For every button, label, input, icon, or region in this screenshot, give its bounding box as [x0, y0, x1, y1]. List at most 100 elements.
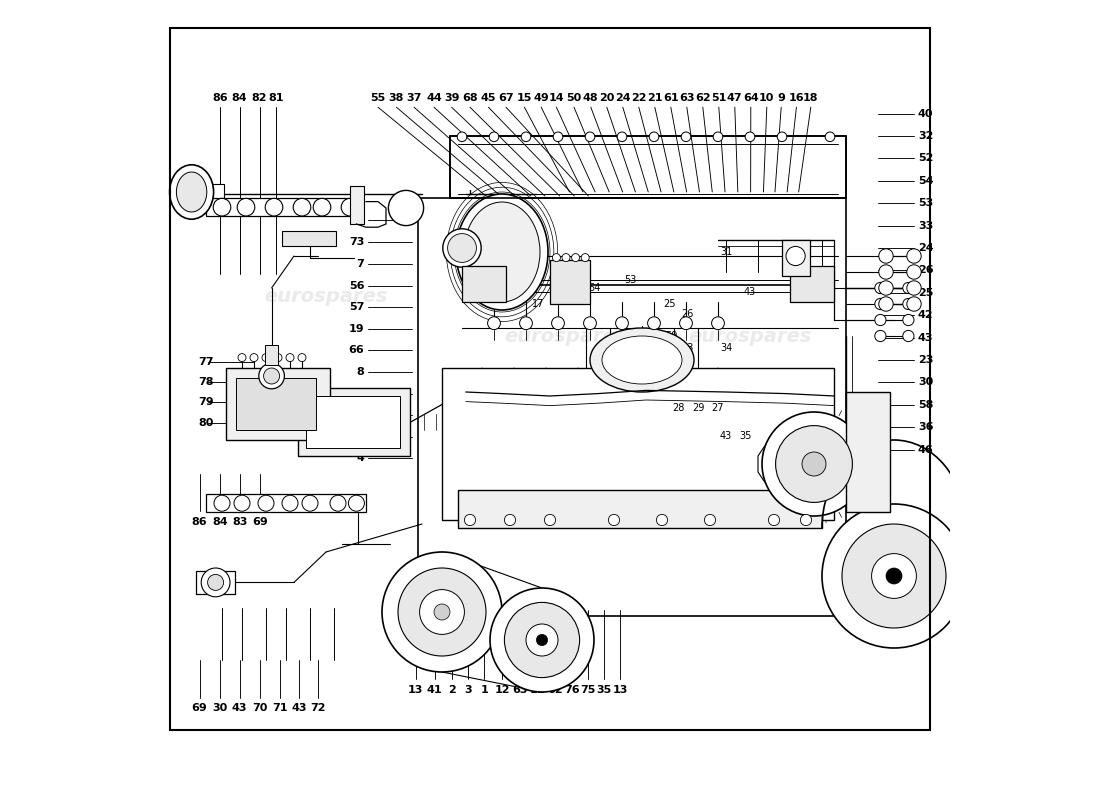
- Text: 63: 63: [512, 685, 527, 694]
- Circle shape: [608, 514, 619, 526]
- Text: 7: 7: [356, 259, 364, 269]
- Text: 44: 44: [426, 93, 442, 102]
- Text: 83: 83: [232, 517, 248, 526]
- Circle shape: [458, 132, 466, 142]
- Text: 60: 60: [568, 283, 580, 293]
- Bar: [226, 368, 330, 440]
- Bar: [458, 490, 822, 528]
- Bar: [206, 494, 366, 512]
- Text: 28: 28: [672, 403, 684, 413]
- Circle shape: [419, 590, 464, 634]
- Circle shape: [238, 198, 255, 216]
- Text: 72: 72: [310, 703, 326, 713]
- Text: 14: 14: [549, 93, 564, 102]
- Circle shape: [680, 317, 692, 330]
- Text: 43: 43: [918, 333, 934, 342]
- Bar: [236, 378, 317, 430]
- Text: 70: 70: [253, 703, 268, 713]
- Circle shape: [879, 249, 893, 263]
- Text: 64: 64: [742, 93, 759, 102]
- Circle shape: [238, 354, 246, 362]
- Circle shape: [842, 524, 946, 628]
- Text: 23: 23: [918, 355, 934, 365]
- Circle shape: [903, 298, 914, 310]
- Ellipse shape: [590, 328, 694, 392]
- Circle shape: [649, 132, 659, 142]
- Circle shape: [802, 452, 826, 476]
- Text: 73: 73: [349, 237, 364, 246]
- Circle shape: [903, 330, 914, 342]
- Text: 69: 69: [253, 517, 268, 526]
- Text: 12: 12: [494, 685, 509, 694]
- Text: 48: 48: [583, 93, 598, 102]
- Text: 66: 66: [349, 346, 364, 355]
- Text: 40: 40: [918, 109, 934, 118]
- Text: 78: 78: [198, 378, 213, 387]
- Circle shape: [584, 317, 596, 330]
- Text: 85: 85: [349, 215, 364, 225]
- Bar: [170, 28, 929, 730]
- Text: 32: 32: [918, 131, 934, 141]
- Circle shape: [314, 198, 331, 216]
- Circle shape: [505, 514, 516, 526]
- Circle shape: [258, 495, 274, 511]
- Circle shape: [258, 363, 285, 389]
- Text: 24: 24: [918, 243, 934, 253]
- Text: 43: 43: [744, 287, 756, 297]
- Circle shape: [265, 198, 283, 216]
- Circle shape: [505, 602, 580, 678]
- Circle shape: [879, 297, 893, 311]
- Circle shape: [906, 297, 921, 311]
- Text: 62: 62: [547, 685, 562, 694]
- Circle shape: [330, 495, 346, 511]
- Text: 27: 27: [712, 403, 724, 413]
- Circle shape: [713, 132, 723, 142]
- Circle shape: [879, 265, 893, 279]
- Text: 75: 75: [581, 685, 596, 694]
- Bar: [846, 392, 890, 512]
- Text: 45: 45: [481, 93, 496, 102]
- Ellipse shape: [443, 229, 481, 267]
- Circle shape: [208, 574, 223, 590]
- Text: 41: 41: [427, 685, 442, 694]
- Circle shape: [341, 198, 359, 216]
- Circle shape: [712, 317, 725, 330]
- Text: 51: 51: [711, 93, 726, 102]
- Text: 53: 53: [918, 198, 933, 208]
- Text: 10: 10: [759, 93, 774, 102]
- Text: 13: 13: [613, 685, 628, 694]
- Text: 20: 20: [600, 93, 615, 102]
- Text: 31: 31: [719, 247, 733, 257]
- Circle shape: [874, 330, 886, 342]
- Circle shape: [903, 314, 914, 326]
- Text: 68: 68: [462, 93, 477, 102]
- Circle shape: [585, 132, 595, 142]
- Circle shape: [553, 132, 563, 142]
- Circle shape: [201, 568, 230, 597]
- Bar: [186, 184, 224, 200]
- Text: 71: 71: [272, 703, 287, 713]
- Text: 69: 69: [191, 703, 208, 713]
- Text: 23: 23: [681, 343, 694, 353]
- Circle shape: [274, 354, 282, 362]
- Circle shape: [906, 249, 921, 263]
- Text: 24: 24: [615, 93, 630, 102]
- Text: eurospares: eurospares: [689, 326, 812, 346]
- Text: 84: 84: [212, 517, 228, 526]
- Text: 84: 84: [232, 93, 248, 102]
- Text: 76: 76: [564, 685, 580, 694]
- Text: 59: 59: [666, 331, 678, 341]
- Bar: [206, 198, 362, 216]
- Circle shape: [521, 132, 531, 142]
- Text: 52: 52: [918, 154, 934, 163]
- Text: 47: 47: [727, 93, 742, 102]
- Circle shape: [871, 554, 916, 598]
- Text: 29: 29: [692, 403, 704, 413]
- Circle shape: [874, 298, 886, 310]
- Circle shape: [537, 634, 548, 646]
- Text: 79: 79: [198, 398, 213, 407]
- Circle shape: [617, 132, 627, 142]
- Text: 39: 39: [444, 93, 460, 102]
- Text: 43: 43: [232, 703, 248, 713]
- Circle shape: [745, 132, 755, 142]
